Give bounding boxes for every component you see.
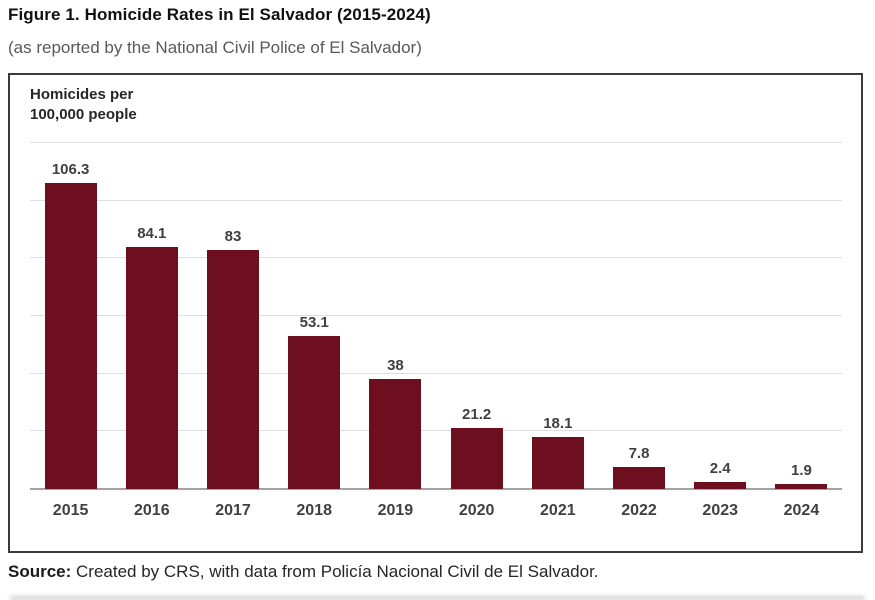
- bar-value-label: 1.9: [791, 461, 812, 479]
- bar-column-2024: 1.9: [761, 461, 842, 489]
- x-axis-label-2022: 2022: [621, 502, 657, 519]
- bar-column-2016: 84.1: [111, 224, 192, 489]
- x-axis-label-2015: 2015: [52, 502, 89, 519]
- bar-value-label: 84.1: [137, 224, 167, 242]
- bar-column-2021: 18.1: [517, 415, 598, 489]
- bar-2021: [531, 436, 584, 489]
- y-axis-title-line2: 100,000 people: [30, 106, 137, 123]
- bar-2024: [775, 483, 828, 489]
- bar-value-label: 53.1: [299, 313, 329, 331]
- bar-column-2018: 53.1: [274, 314, 355, 489]
- x-axis-label-2017: 2017: [215, 502, 251, 519]
- x-axis-labels: 2015 2016 2017 2018 2019 2020 2021 2022 2023 2024: [30, 502, 842, 520]
- bar-2016: [125, 246, 178, 489]
- bottom-edge-artifact: [10, 596, 865, 600]
- x-axis-label-2019: 2019: [377, 502, 414, 519]
- bar-value-label: 83: [224, 227, 242, 245]
- source-text: Created by CRS, with data from Policía N…: [71, 562, 599, 581]
- y-axis-title-line1: Homicides per: [30, 86, 134, 103]
- bar-value-label: 18.1: [543, 414, 573, 432]
- x-axis-line: [30, 488, 842, 490]
- plot-area: 106.3 84.1 83 53.1 38 21.2 18.1 7.8 2.4 1.9: [30, 142, 842, 490]
- figure-subtitle: (as reported by the National Civil Polic…: [8, 38, 422, 57]
- bar-value-label: 38: [387, 357, 404, 375]
- bar-value-label: 106.3: [51, 160, 90, 178]
- bar-value-label: 21.2: [462, 405, 492, 423]
- bar-column-2015: 106.3: [30, 160, 111, 489]
- gridline-20: [30, 430, 842, 432]
- bar-series: 106.3 84.1 83 53.1 38 21.2 18.1 7.8 2.4 1.9: [30, 143, 842, 489]
- bar-2020: [450, 427, 503, 489]
- x-axis-label-2024: 2024: [783, 502, 820, 519]
- bar-2018: [288, 335, 341, 489]
- x-axis-label-2023: 2023: [702, 502, 739, 519]
- x-axis-label-2021: 2021: [540, 502, 576, 519]
- x-axis-label-2016: 2016: [134, 502, 170, 519]
- figure-title: Figure 1. Homicide Rates in El Salvador …: [8, 5, 431, 24]
- bar-column-2023: 2.4: [680, 460, 761, 489]
- bar-column-2022: 7.8: [598, 444, 679, 489]
- x-axis-label-2018: 2018: [296, 502, 332, 519]
- bar-value-label: 7.8: [628, 444, 650, 462]
- bar-2015: [44, 182, 97, 489]
- bar-2019: [369, 379, 422, 489]
- bar-2022: [613, 466, 666, 489]
- gridline-120: [30, 142, 842, 143]
- x-axis-label-2020: 2020: [458, 502, 495, 519]
- bar-2023: [694, 482, 747, 489]
- chart-box: Homicides per 100,000 people 106.3 84.1 83…: [8, 73, 863, 553]
- gridline-80: [30, 257, 842, 259]
- source-label: Source:: [8, 562, 72, 581]
- y-axis-title: Homicides per 100,000 people: [30, 85, 137, 125]
- bar-value-label: 2.4: [709, 460, 731, 478]
- bar-column-2017: 83: [192, 228, 273, 489]
- gridline-100: [30, 199, 842, 201]
- bar-2017: [207, 249, 259, 489]
- gridline-40: [30, 372, 842, 374]
- source-note: Source: Created by CRS, with data from P…: [8, 562, 599, 582]
- gridline-60: [30, 315, 842, 316]
- bar-column-2019: 38: [355, 357, 436, 489]
- bar-column-2020: 21.2: [436, 406, 517, 489]
